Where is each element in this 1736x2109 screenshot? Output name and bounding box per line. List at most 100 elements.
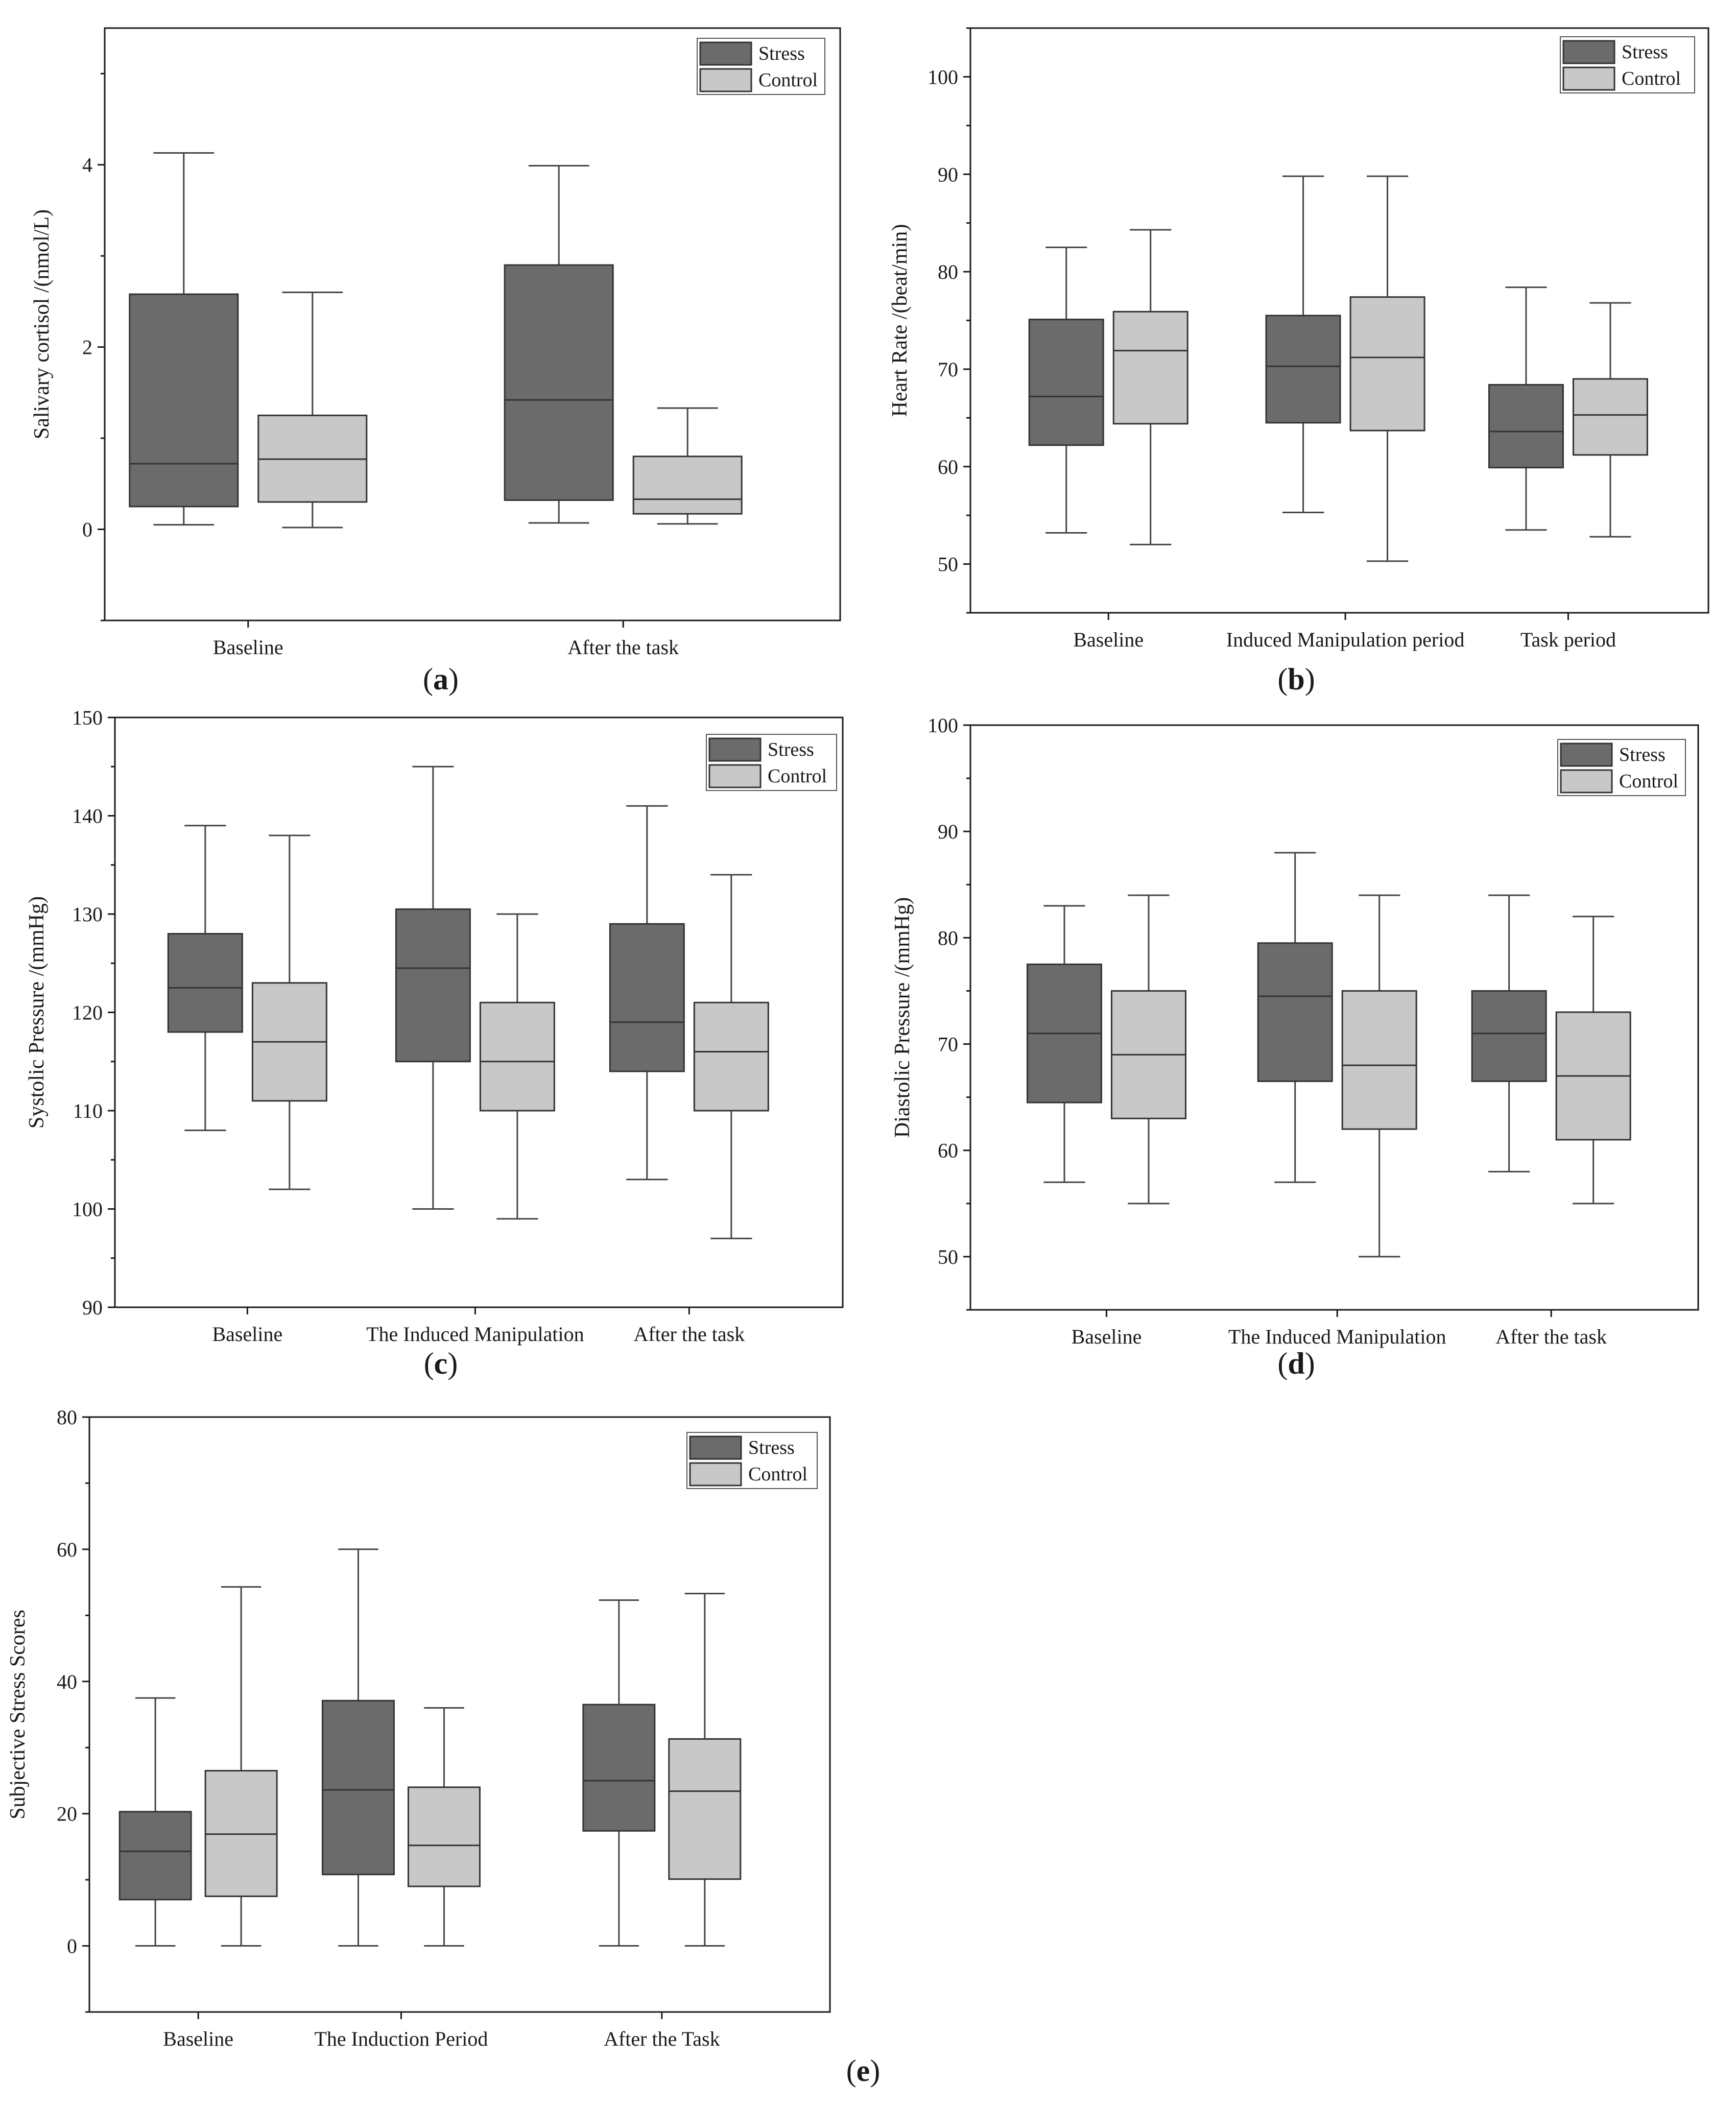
box-control-0 [204, 1586, 278, 1947]
box-stress-0 [1026, 905, 1102, 1183]
box-stress-1 [321, 1548, 395, 1947]
x-category-label: Baseline [212, 1323, 282, 1346]
iqr-box [1112, 310, 1188, 425]
y-tick-label: 100 [928, 714, 958, 737]
legend: Stress Control [1557, 739, 1686, 796]
y-tick-label: 0 [67, 1935, 77, 1958]
panel-label: (c) [424, 1347, 458, 1380]
y-tick-label: 120 [72, 1001, 103, 1024]
iqr-box [609, 923, 685, 1072]
y-tick-label: 80 [57, 1406, 77, 1429]
iqr-box [582, 1704, 656, 1832]
legend: Stress Control [1560, 36, 1695, 93]
iqr-box [1572, 378, 1648, 456]
box-stress-1 [1257, 852, 1333, 1183]
box-stress-0 [129, 152, 239, 526]
y-tick-label: 60 [938, 1139, 958, 1162]
panel-label: (e) [846, 2054, 881, 2088]
box-control-0 [251, 834, 327, 1190]
box-control-1 [1349, 175, 1425, 562]
y-tick-label: 80 [938, 260, 958, 283]
y-tick-label: 70 [938, 358, 958, 381]
legend-label-control: Control [1622, 68, 1681, 89]
y-axis-title: Diastolic Pressure /(mmHg) [891, 897, 914, 1138]
chart-panel-b: 50 60 70 80 90 100 Baseline Induced Manipulatio… [888, 27, 1709, 696]
y-tick-label: 50 [938, 1245, 958, 1268]
box-control-2 [1555, 916, 1631, 1205]
box-control-1 [1341, 894, 1417, 1258]
y-axis-title: Systolic Pressure /(mmHg) [25, 896, 49, 1129]
x-category-label: Baseline [1073, 628, 1144, 651]
x-category-label: The Induction Period [314, 2027, 488, 2050]
x-category-label: Task period [1520, 628, 1616, 651]
iqr-box [1341, 990, 1417, 1130]
legend-swatch-control [708, 764, 762, 788]
legend-swatch-control [689, 1462, 742, 1487]
y-tick-label: 80 [938, 926, 958, 949]
legend: Stress Control [706, 734, 837, 791]
x-category-label: Baseline [1072, 1325, 1142, 1348]
box-control-1 [632, 407, 743, 525]
y-tick-label: 110 [73, 1099, 103, 1122]
box-stress-0 [1028, 246, 1104, 534]
box-control-0 [1112, 229, 1188, 545]
legend-swatch-control [699, 68, 752, 92]
legend-label-control: Control [758, 69, 818, 91]
legend-label-control: Control [748, 1464, 807, 1485]
y-axis-title: Subjective Stress Scores [6, 1610, 30, 1819]
iqr-box [1488, 384, 1564, 469]
chart-panel-e: 0 20 40 60 80 Baseline The Induction Period Aft… [6, 1406, 880, 2088]
y-tick-label: 130 [72, 903, 103, 926]
x-category-label: After the task [633, 1323, 745, 1346]
panel-label: (a) [423, 662, 459, 696]
y-tick-label: 60 [57, 1538, 77, 1561]
iqr-box [479, 1001, 555, 1112]
box-control-2 [693, 874, 769, 1239]
iqr-box [321, 1699, 395, 1876]
legend-label-stress: Stress [1622, 41, 1668, 63]
chart-panel-c: 90 100 110 120 130 140 150 Baseline The Induced … [25, 706, 844, 1380]
y-axis-title: Salivary cortisol /(nmol/L) [30, 209, 54, 439]
legend: Stress Control [686, 1432, 818, 1489]
y-tick-label: 90 [938, 163, 958, 186]
y-tick-label: 20 [57, 1803, 77, 1826]
panel-label: (b) [1277, 662, 1315, 696]
plot-frame [969, 724, 1699, 1311]
y-tick-label: 140 [72, 805, 103, 828]
legend-label-stress: Stress [748, 1437, 795, 1458]
iqr-box [632, 456, 743, 515]
iqr-box [395, 908, 471, 1063]
box-control-1 [479, 913, 555, 1220]
x-category-label: The Induced Manipulation [366, 1323, 584, 1346]
iqr-box [1349, 296, 1425, 432]
legend-label-control: Control [1619, 771, 1678, 792]
y-tick-label: 50 [938, 553, 958, 576]
plot-frame [104, 27, 841, 621]
box-stress-2 [1471, 894, 1547, 1172]
iqr-box [1471, 990, 1547, 1082]
box-stress-0 [167, 825, 243, 1131]
y-tick-label: 60 [938, 456, 958, 478]
legend-label-stress: Stress [1619, 744, 1666, 765]
y-tick-label: 90 [82, 1296, 103, 1319]
box-stress-1 [395, 765, 471, 1210]
legend-swatch-stress [708, 737, 762, 762]
legend-swatch-stress [689, 1435, 742, 1460]
iqr-box [118, 1811, 192, 1901]
box-stress-2 [609, 805, 685, 1181]
box-control-2 [1572, 302, 1648, 538]
legend-label-stress: Stress [758, 43, 805, 64]
x-category-label: After the Task [604, 2027, 720, 2050]
iqr-box [1265, 315, 1341, 424]
legend: Stress Control [697, 38, 825, 95]
legend-swatch-control [1562, 66, 1615, 91]
iqr-box [1257, 942, 1333, 1082]
legend-swatch-stress [699, 41, 752, 66]
legend-swatch-stress [1560, 742, 1613, 767]
box-stress-2 [1488, 286, 1564, 531]
y-tick-label: 150 [72, 706, 103, 729]
iqr-box [1028, 319, 1104, 446]
x-category-label: The Induced Manipulation [1228, 1325, 1446, 1348]
y-tick-label: 90 [938, 820, 958, 843]
box-control-0 [257, 292, 368, 529]
